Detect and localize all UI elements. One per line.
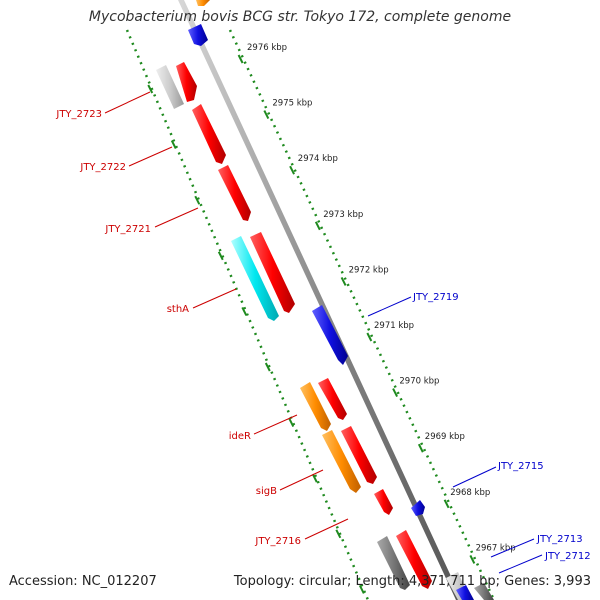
label-line-jty-2713 — [490, 538, 535, 558]
inner-ruler-tick — [147, 84, 154, 94]
outer-ruler-tick — [340, 276, 347, 286]
inner-ruler-tick — [335, 529, 342, 539]
gene-arrow-red-2723 — [176, 62, 197, 102]
scale-tick-label: 2973 kbp — [323, 210, 363, 220]
inner-ruler-line — [125, 29, 370, 600]
gene-arrow-red-ideR — [318, 378, 347, 420]
gene-arrow-jty-2722 — [192, 104, 226, 164]
gene-label-jty-2713: JTY_2713 — [536, 534, 583, 545]
gene-arrow-jty-2719 — [312, 305, 348, 365]
inner-ruler-tick — [264, 362, 271, 372]
scale-tick-label: 2975 kbp — [272, 99, 312, 109]
gene-label-jty-2716: JTY_2716 — [254, 536, 301, 547]
gene-arrow-red-2716 — [396, 530, 432, 589]
inner-ruler-tick — [217, 251, 224, 261]
label-line-sthA — [192, 288, 237, 309]
gene-arrow-red-sigB — [341, 426, 377, 484]
outer-ruler-tick — [289, 165, 295, 175]
gene-arrow-jty-2716 — [377, 536, 410, 590]
gene-arrow-jty-2715 — [411, 500, 425, 516]
ruler-ticks — [147, 54, 476, 594]
scale-tick-label: 2970 kbp — [399, 377, 439, 387]
gene-arrow-blue-top — [188, 24, 208, 46]
outer-ruler-tick — [366, 332, 373, 342]
outer-ruler-tick — [417, 443, 424, 453]
inner-ruler-tick — [358, 584, 365, 594]
accession-text: Accession: NC_012207 — [9, 574, 157, 589]
gene-arrow-orange-top — [196, 0, 210, 6]
scale-tick-label: 2974 kbp — [298, 154, 338, 164]
gene-label-sigB: sigB — [256, 486, 277, 497]
gene-label-ideR: ideR — [229, 431, 251, 442]
reverse-label-lines — [367, 296, 543, 574]
gene-label-jty-2723: JTY_2723 — [55, 109, 102, 120]
gene-arrow-sthA — [231, 236, 279, 321]
label-line-jty-2715 — [452, 466, 497, 488]
scale-tick-label: 2967 kbp — [476, 543, 516, 553]
genome-backbone — [178, 0, 462, 600]
forward-gene-labels: JTY_2723 JTY_2722 JTY_2721 sthA ideR sig… — [55, 109, 301, 547]
outer-ruler-tick — [443, 499, 450, 509]
gene-arrow-jty-2723 — [156, 65, 184, 109]
gene-label-jty-2719: JTY_2719 — [412, 292, 459, 303]
label-line-jty-2722 — [128, 146, 173, 167]
outer-ruler-tick — [314, 221, 321, 231]
kbp-labels: 2976 kbp 2975 kbp 2974 kbp 2973 kbp 2972 kbp… — [247, 43, 516, 553]
gene-label-jty-2715: JTY_2715 — [497, 461, 544, 472]
gene-label-jty-2722: JTY_2722 — [79, 162, 126, 173]
gene-arrow-sigB — [322, 430, 361, 493]
scale-tick-label: 2972 kbp — [349, 265, 389, 275]
gene-label-jty-2721: JTY_2721 — [104, 224, 151, 235]
gene-arrow-red-sthA — [250, 232, 295, 313]
gene-label-jty-2712: JTY_2712 — [544, 551, 591, 562]
outer-ruler-tick — [263, 110, 270, 120]
label-line-jty-2716 — [304, 518, 349, 540]
label-line-jty-2721 — [154, 207, 199, 228]
forward-label-lines — [104, 91, 349, 540]
inner-ruler-tick — [288, 418, 295, 428]
gene-label-sthA: sthA — [167, 304, 189, 315]
scale-tick-label: 2976 kbp — [247, 43, 287, 53]
gene-arrow-grey-bottom — [474, 583, 494, 600]
outer-ruler-tick — [392, 388, 398, 398]
inner-ruler-tick — [170, 140, 177, 150]
reverse-gene-labels: JTY_2719 JTY_2715 JTY_2713 JTY_2712 — [412, 292, 591, 562]
inner-ruler-tick — [311, 473, 318, 483]
scale-tick-label: 2969 kbp — [425, 432, 465, 442]
label-line-sigB — [279, 469, 324, 491]
genome-summary-text: Topology: circular; Length: 4,371,711 bp… — [233, 574, 591, 589]
gene-arrows — [156, 0, 494, 600]
inner-ruler-tick — [194, 195, 201, 205]
gene-arrow-red-small — [374, 489, 393, 515]
gene-arrow-ideR — [300, 382, 331, 431]
genome-title: Mycobacterium bovis BCG str. Tokyo 172, … — [88, 9, 512, 25]
scale-tick-label: 2968 kbp — [450, 488, 490, 498]
gene-arrow-jty-2721 — [218, 165, 251, 221]
gene-arrow-jty-2712 — [456, 585, 474, 600]
label-line-jty-2712 — [498, 554, 543, 574]
outer-ruler-tick — [237, 54, 244, 64]
scale-tick-label: 2971 kbp — [374, 321, 414, 331]
inner-ruler-tick — [241, 306, 248, 316]
label-line-ideR — [253, 414, 298, 435]
label-line-jty-2719 — [367, 296, 412, 317]
label-line-jty-2723 — [104, 91, 151, 114]
outer-ruler-tick — [469, 554, 476, 564]
